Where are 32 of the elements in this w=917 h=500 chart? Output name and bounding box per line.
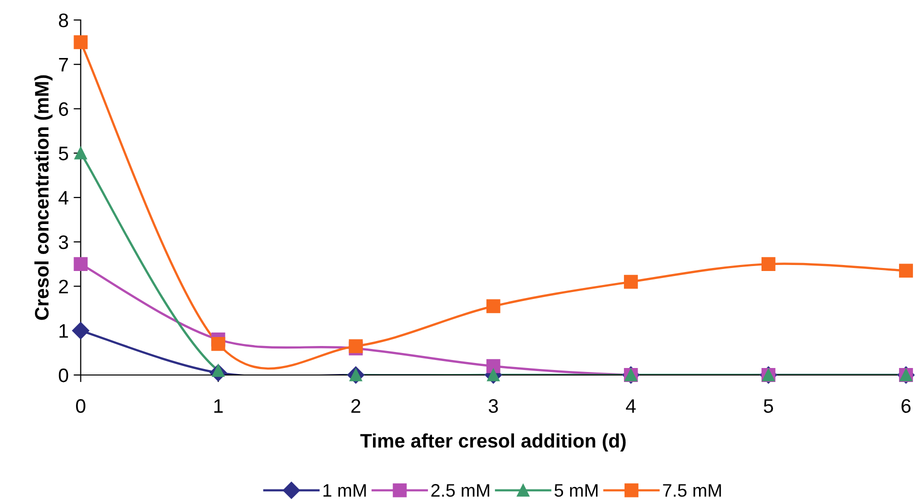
x-tick-label: 2 bbox=[351, 399, 360, 413]
legend-label: 2.5 mM bbox=[431, 484, 490, 497]
x-tick-label: 0 bbox=[76, 399, 86, 413]
y-tick-label: 5 bbox=[58, 146, 68, 160]
y-tick-label: 2 bbox=[59, 280, 68, 294]
y-tick-label: 3 bbox=[58, 235, 68, 250]
x-tick-label: 4 bbox=[626, 399, 636, 413]
x-tick-label: 5 bbox=[764, 399, 774, 413]
y-tick-label: 1 bbox=[60, 324, 68, 338]
y-axis-title: Cresol concentration (mM) bbox=[34, 75, 53, 320]
y-tick-label: 4 bbox=[58, 191, 68, 205]
point bbox=[74, 257, 88, 272]
point bbox=[74, 146, 87, 160]
legend-label: 1 mM bbox=[323, 484, 366, 497]
y-tick-label: 7 bbox=[59, 58, 68, 72]
point bbox=[72, 322, 90, 340]
y-tick-label: 8 bbox=[58, 13, 68, 28]
y-tick-label: 0 bbox=[58, 368, 68, 382]
point bbox=[899, 264, 913, 278]
point bbox=[211, 336, 226, 351]
legend-label: 5 mM bbox=[554, 484, 598, 497]
point bbox=[486, 359, 500, 374]
point bbox=[762, 257, 776, 272]
x-tick-label: 1 bbox=[214, 399, 223, 413]
point bbox=[74, 35, 88, 50]
x-tick-label: 3 bbox=[488, 399, 498, 413]
legend-label: 7.5 mM bbox=[663, 484, 721, 497]
y-tick-label: 6 bbox=[59, 102, 68, 116]
x-tick-label: 6 bbox=[902, 399, 911, 413]
point bbox=[624, 274, 638, 289]
point bbox=[486, 299, 500, 314]
x-axis-title: Time after cresol addition (d) bbox=[360, 433, 626, 452]
